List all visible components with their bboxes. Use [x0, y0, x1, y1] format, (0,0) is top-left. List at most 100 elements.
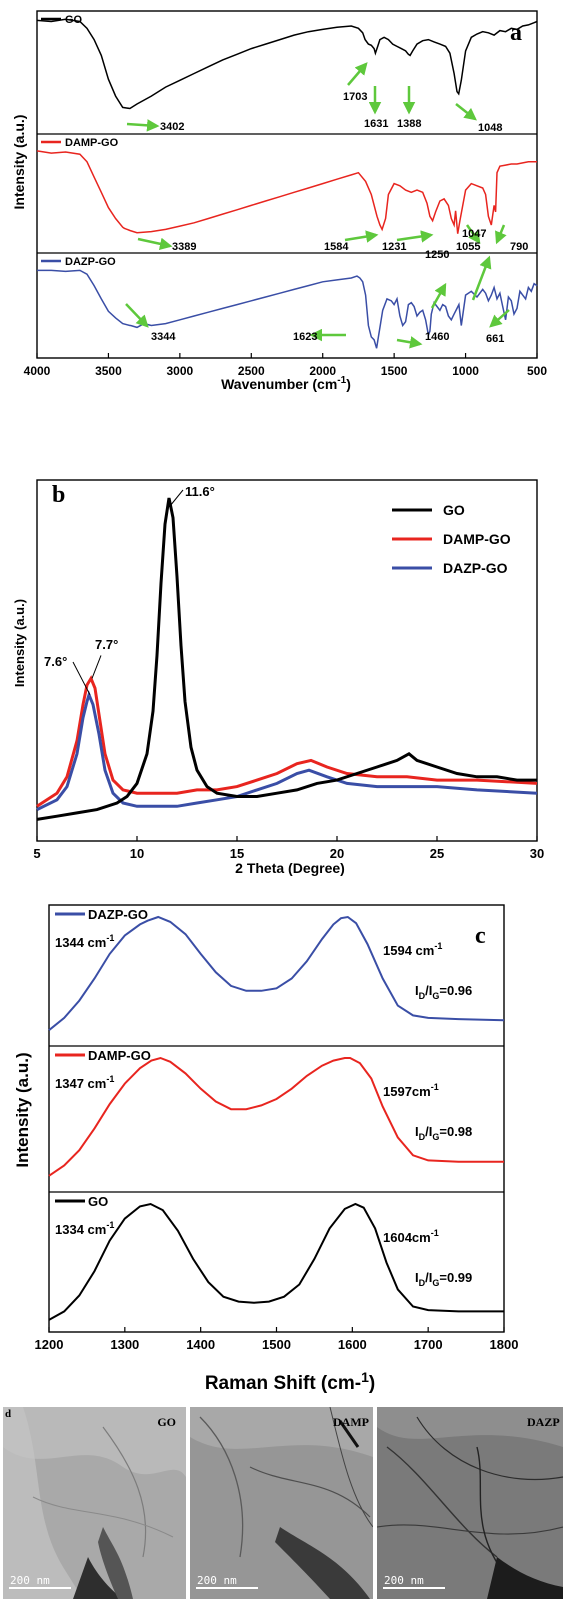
ftir-y-axis-label: Intensity (a.u.) [11, 115, 27, 210]
xrd-anno-7-6-leader [72, 661, 91, 696]
panel-letter-a: a [510, 20, 522, 46]
raman-tick-label-1700: 1700 [414, 1337, 443, 1352]
ftir-series-dazp-go [37, 269, 538, 349]
panel-letter-b: b [52, 482, 65, 508]
ftir-tick-label-4000: 4000 [24, 364, 51, 378]
ftir-anno-damp-1055-label: 1055 [456, 241, 480, 253]
xrd-annotations: 11.6° 7.6° 7.7° [44, 484, 215, 696]
xrd-ticks: 5 10 15 20 25 30 [33, 836, 544, 861]
xrd-tick-label-25: 25 [430, 846, 444, 861]
tem-scale-bar-damp [196, 1587, 258, 1589]
ftir-ticks: 4000 3500 3000 2500 2000 1500 1000 500 [24, 353, 547, 378]
tem-label-go: GO [157, 1415, 176, 1429]
ftir-anno-damp-3389-label: 3389 [172, 241, 196, 253]
tem-label-dazp: DAZP [527, 1415, 560, 1429]
tem-image-go: GO 200 nm [3, 1407, 186, 1599]
ftir-x-axis-label-tail: ) [346, 376, 351, 392]
xrd-anno-7-7: 7.7° [95, 637, 118, 652]
tem-image-dazp-texture [377, 1407, 563, 1599]
ftir-anno-go-1631-label: 1631 [364, 118, 388, 130]
raman-tick-label-1400: 1400 [186, 1337, 215, 1352]
tem-image-go-texture [3, 1407, 186, 1599]
ftir-annotations: 3402 1703 1631 1388 1048 3389 1584 1231 1055 790 3… [125, 62, 528, 349]
xrd-series-dazp-go [36, 690, 538, 811]
ftir-anno-damp-3389-arrow [137, 237, 173, 250]
ftir-tick-label-1000: 1000 [452, 364, 479, 378]
ftir-anno-go-3402-arrow [126, 119, 160, 132]
raman-tick-label-1600: 1600 [338, 1337, 367, 1352]
ftir-anno-damp-1584-label: 1584 [324, 241, 349, 253]
ftir-anno-go-3402-label: 3402 [160, 121, 184, 133]
xrd-series-go [36, 497, 537, 821]
raman-series-lines: DAZP-GO DAMP-GO GO [48, 907, 505, 1321]
raman-y-axis-label: Intensity (a.u.) [13, 1052, 32, 1167]
ftir-anno-go-1048-arrow [455, 103, 477, 121]
ftir-tick-label-3500: 3500 [95, 364, 122, 378]
ftir-anno-dazp-1250-arrow [430, 282, 447, 309]
ftir-tick-label-2000: 2000 [309, 364, 336, 378]
panel-letter-d: d [5, 1408, 12, 1420]
xrd-anno-7-6: 7.6° [44, 654, 67, 669]
ftir-anno-dazp-1460-label: 1460 [425, 331, 449, 343]
ftir-x-axis-label-main: Wavenumber (cm [221, 376, 337, 392]
ftir-anno-dazp-661-arrow [489, 309, 510, 328]
ftir-x-axis-label: Wavenumber (cm-1) [221, 375, 351, 392]
raman-legend-dazp-go: DAZP-GO [88, 907, 148, 922]
raman-x-axis-label-tail: ) [369, 1373, 375, 1394]
raman-annotations: 1344 cm-1 1594 cm-1 ID/IG=0.96 1347 cm-1 159… [55, 933, 472, 1288]
raman-peak2-damp-go-sup: -1 [431, 1082, 439, 1092]
tem-scale-go: 200 nm [10, 1574, 50, 1587]
ftir-legend-go: GO [65, 14, 83, 26]
raman-peak2-damp-go: 1597cm-1 [383, 1082, 439, 1099]
raman-peak1-dazp-go-sup: -1 [106, 933, 114, 943]
raman-x-axis-label-main: Raman Shift (cm- [205, 1373, 361, 1394]
ftir-anno-damp-1231-label: 1231 [382, 241, 406, 253]
raman-legend-damp-go: DAMP-GO [88, 1048, 151, 1063]
xrd-tick-label-5: 5 [33, 846, 40, 861]
ftir-plot-frame [36, 10, 538, 359]
raman-chart: DAZP-GO DAMP-GO GO 1200 1300 1400 1500 1600 170… [13, 904, 519, 1394]
raman-tick-label-1500: 1500 [262, 1337, 291, 1352]
raman-x-axis-label-sup: 1 [361, 1369, 369, 1385]
raman-ratio-damp-go: ID/IG=0.98 [415, 1124, 472, 1142]
raman-series-dazp-go [48, 915, 505, 1031]
raman-ratio-go: ID/IG=0.99 [415, 1270, 472, 1288]
xrd-tick-label-10: 10 [130, 846, 144, 861]
raman-tick-label-1300: 1300 [110, 1337, 139, 1352]
xrd-y-axis-label: Intensity (a.u.) [12, 599, 27, 687]
tem-image-damp: DAMP 200 nm [190, 1407, 373, 1599]
tem-scale-damp: 200 nm [197, 1574, 237, 1587]
ftir-anno-go-1703-label: 1703 [343, 91, 367, 103]
raman-tick-label-1200: 1200 [35, 1337, 64, 1352]
ftir-anno-dazp-661-label: 661 [486, 333, 504, 345]
xrd-chart: 5 10 15 20 25 30 11.6° 7.6° 7.7° b GO DAMP-GO D… [12, 479, 544, 876]
raman-peak1-dazp-go: 1344 cm-1 [55, 933, 114, 950]
ftir-anno-damp-1231-arrow [396, 230, 434, 243]
xrd-legend-dazp-go: DAZP-GO [443, 560, 508, 576]
ftir-x-axis-label-sup: -1 [337, 375, 346, 386]
xrd-legend-damp-go: DAMP-GO [443, 531, 511, 547]
xrd-anno-7-7-leader [91, 655, 102, 679]
xrd-legend-go: GO [443, 502, 465, 518]
ftir-tick-label-1500: 1500 [381, 364, 408, 378]
raman-peak2-go-sup: -1 [431, 1228, 439, 1238]
raman-tick-label-1800: 1800 [490, 1337, 519, 1352]
xrd-anno-11-6-leader [169, 489, 184, 507]
ftir-tick-label-3000: 3000 [167, 364, 194, 378]
tem-label-damp: DAMP [333, 1415, 369, 1429]
raman-peak2-go: 1604cm-1 [383, 1228, 439, 1245]
tem-image-damp-texture [190, 1407, 373, 1599]
tem-scale-bar-go [9, 1587, 71, 1589]
xrd-plot-frame [36, 479, 538, 842]
ftir-anno-damp-790-arrow [495, 224, 507, 245]
panel-letter-c: c [475, 923, 486, 949]
raman-peak1-damp-go-sup: -1 [106, 1074, 114, 1084]
ftir-axes-box [36, 10, 538, 359]
ftir-anno-dazp-1047-arrow [471, 255, 492, 301]
raman-peak2-dazp-go-sup: -1 [434, 941, 442, 951]
ftir-anno-damp-1055-arrow [465, 224, 481, 245]
raman-peak2-dazp-go: 1594 cm-1 [383, 941, 442, 958]
ftir-anno-damp-790-label: 790 [510, 241, 528, 253]
raman-ratio-dazp-go: ID/IG=0.96 [415, 983, 472, 1001]
raman-peak1-damp-go: 1347 cm-1 [55, 1074, 114, 1091]
